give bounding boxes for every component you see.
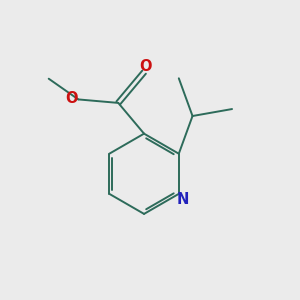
Text: N: N: [176, 192, 189, 207]
Text: O: O: [65, 91, 78, 106]
Text: O: O: [139, 59, 152, 74]
